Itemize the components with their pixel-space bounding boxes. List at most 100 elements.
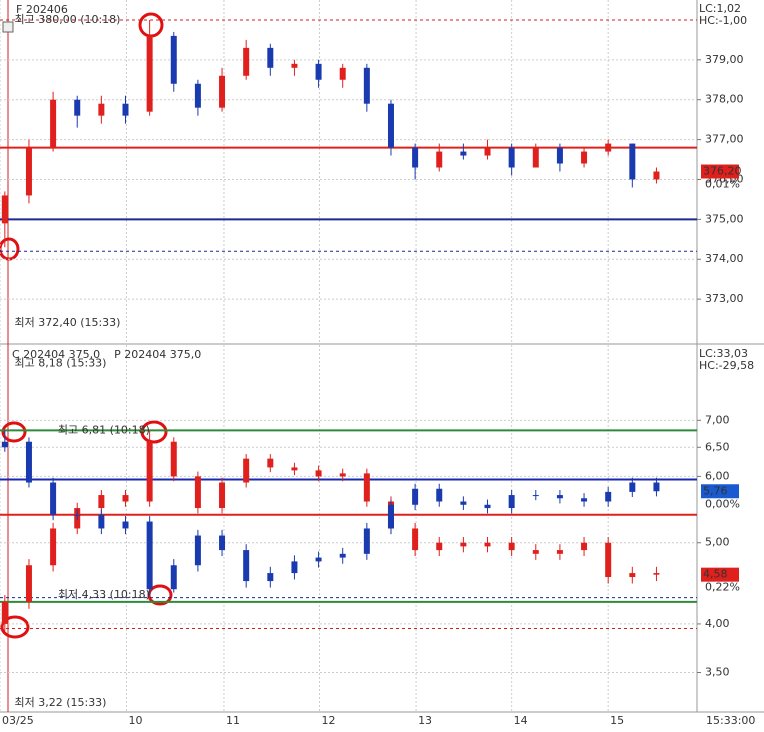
circle-marker — [0, 615, 30, 639]
candle-body — [267, 573, 274, 582]
candle-body — [146, 521, 153, 590]
candle-body — [98, 514, 105, 529]
candle-body — [629, 482, 636, 492]
candle-body — [363, 67, 370, 104]
candle-body — [508, 147, 515, 168]
candle-body — [532, 495, 539, 497]
candle-body — [581, 542, 588, 551]
x-tick-label: 10 — [128, 714, 142, 727]
hc-label: HC:-1,00 — [699, 14, 747, 27]
candle-body — [267, 458, 274, 468]
candle-body — [98, 103, 105, 116]
candle-body — [605, 143, 612, 152]
price-box-label: 376,20 — [703, 165, 742, 178]
candle-body — [484, 504, 491, 509]
candle-body — [25, 441, 32, 483]
y-tick-label: 6,00 — [705, 469, 730, 482]
candle-body — [122, 521, 129, 529]
candle-body — [556, 495, 563, 499]
candle-body — [508, 542, 515, 551]
candle-body — [243, 550, 250, 582]
circle-marker — [147, 584, 173, 606]
y-tick-label: 373,00 — [705, 292, 744, 305]
candle-body — [25, 565, 32, 602]
candle-body — [556, 550, 563, 554]
annotation: 최저 4,33 (10:18) — [58, 588, 150, 601]
series-name: P 202404 375,0 — [114, 348, 201, 361]
candle-body — [363, 473, 370, 502]
candle-body — [412, 488, 419, 505]
candle-body — [339, 473, 346, 477]
candle-body — [122, 495, 129, 502]
price-change: 0,22% — [705, 581, 740, 594]
y-tick-label: 378,00 — [705, 93, 744, 106]
candle-body — [581, 498, 588, 502]
candle-body — [460, 501, 467, 505]
candle-body — [1, 601, 8, 624]
candle-body — [146, 35, 153, 112]
candle-body — [315, 470, 322, 477]
candle-body — [605, 491, 612, 502]
x-tick-label: 14 — [514, 714, 528, 727]
annotation: 최고 6,81 (10:18) — [58, 423, 150, 436]
icon — [2, 21, 14, 33]
candle-body — [387, 504, 394, 529]
x-tick-label: 11 — [226, 714, 240, 727]
candle-body — [291, 561, 298, 574]
y-tick-label: 375,00 — [705, 212, 744, 225]
candle-body — [74, 99, 81, 116]
candle-body — [194, 535, 201, 566]
candle-body — [315, 63, 322, 80]
candle-body — [387, 103, 394, 148]
y-tick-label: 377,00 — [705, 133, 744, 146]
candle-body — [243, 47, 250, 76]
y-tick-label: 4,00 — [705, 617, 730, 630]
candle-body — [219, 482, 226, 509]
annotation: 최고 8,18 (15:33) — [14, 357, 106, 370]
circle-marker — [140, 420, 168, 444]
y-tick-label: 5,00 — [705, 536, 730, 549]
candle-body — [532, 550, 539, 554]
y-tick-label: 6,50 — [705, 440, 730, 453]
candle-body — [50, 482, 57, 515]
series-name: F 202406 — [16, 3, 68, 16]
candle-body — [412, 528, 419, 551]
price-box — [701, 164, 739, 179]
candle-body — [339, 553, 346, 558]
candle-body — [581, 151, 588, 164]
y-tick-label: 7,00 — [705, 413, 730, 426]
candle-body — [219, 535, 226, 551]
candle-body — [629, 143, 636, 180]
price-box — [701, 484, 739, 499]
candle-body — [291, 63, 298, 68]
price-box-label: 4,58 — [703, 568, 728, 581]
price-box — [701, 567, 739, 582]
candle-body — [50, 528, 57, 566]
candle-body — [194, 83, 201, 108]
price-box-label: 5,76 — [703, 484, 728, 497]
candle-body — [484, 542, 491, 547]
candle-body — [363, 528, 370, 554]
candle-body — [146, 441, 153, 502]
candle-body — [460, 151, 467, 156]
candle-body — [605, 542, 612, 578]
annotation: 최저 372,40 (15:33) — [14, 316, 120, 329]
candle-body — [436, 542, 443, 551]
annotation: 최고 380,00 (10:18) — [14, 13, 120, 26]
candle-body — [315, 557, 322, 562]
candle-body — [653, 482, 660, 492]
candle-body — [243, 458, 250, 483]
candle-body — [653, 171, 660, 180]
candle-body — [122, 103, 129, 116]
candle-body — [412, 147, 419, 168]
circle-marker — [1, 421, 27, 443]
candle-body — [219, 75, 226, 108]
candle-body — [50, 99, 57, 148]
candle-body — [484, 147, 491, 156]
candle-body — [460, 542, 467, 547]
candle-body — [194, 476, 201, 509]
candle-body — [1, 441, 8, 448]
candle-body — [98, 495, 105, 509]
